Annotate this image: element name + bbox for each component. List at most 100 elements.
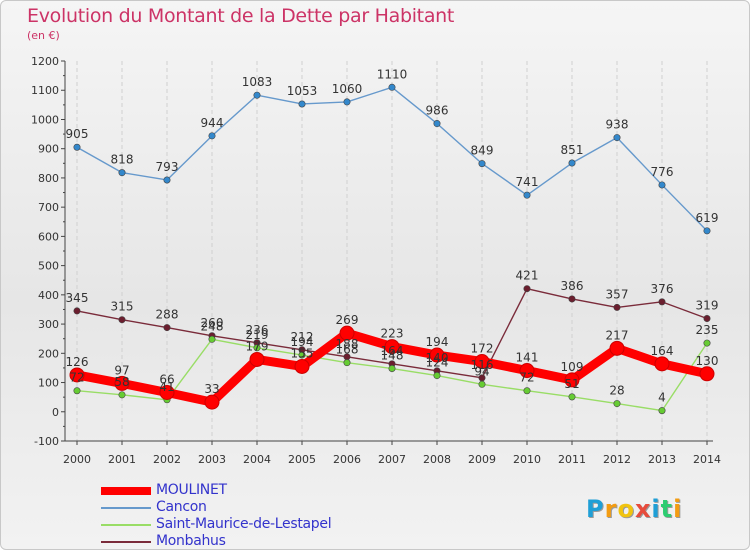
point-moulinet bbox=[429, 347, 445, 363]
x-tick-label: 2004 bbox=[243, 453, 271, 466]
data-label-cancon: 938 bbox=[606, 118, 629, 132]
point-monbahus bbox=[613, 303, 621, 311]
data-label-saint-maurice-de-lestapel: 4 bbox=[658, 391, 666, 405]
point-cancon bbox=[478, 160, 486, 168]
y-tick-label: -100 bbox=[34, 435, 59, 448]
y-tick-label: 300 bbox=[38, 318, 59, 331]
data-label-monbahus: 315 bbox=[111, 300, 134, 314]
point-monbahus bbox=[163, 324, 171, 332]
point-saint-maurice-de-lestapel bbox=[343, 359, 351, 367]
y-tick-label: 400 bbox=[38, 289, 59, 302]
data-label-monbahus: 236 bbox=[246, 323, 269, 337]
point-monbahus bbox=[658, 298, 666, 306]
y-tick-label: 800 bbox=[38, 172, 59, 185]
legend-swatch-monbahus bbox=[101, 541, 151, 543]
point-cancon bbox=[208, 132, 216, 140]
point-moulinet bbox=[294, 358, 310, 374]
data-label-monbahus: 212 bbox=[291, 330, 314, 344]
data-label-cancon: 1110 bbox=[377, 67, 408, 81]
data-label-saint-maurice-de-lestapel: 94 bbox=[474, 364, 489, 378]
point-cancon bbox=[388, 83, 396, 91]
data-label-cancon: 818 bbox=[111, 153, 134, 167]
point-moulinet bbox=[654, 356, 670, 372]
data-label-monbahus: 386 bbox=[561, 279, 584, 293]
legend-swatch-saint-maurice-de-lestapel bbox=[101, 524, 151, 526]
point-moulinet bbox=[699, 366, 715, 382]
point-moulinet bbox=[69, 367, 85, 383]
point-monbahus bbox=[118, 316, 126, 324]
x-tick-label: 2003 bbox=[198, 453, 226, 466]
chart-title: Evolution du Montant de la Dette par Hab… bbox=[27, 5, 455, 27]
legend-swatch-cancon bbox=[101, 507, 151, 509]
legend-label-moulinet: MOULINET bbox=[156, 482, 227, 498]
point-moulinet bbox=[609, 340, 625, 356]
point-cancon bbox=[118, 169, 126, 177]
point-cancon bbox=[658, 181, 666, 189]
y-tick-label: 500 bbox=[38, 260, 59, 273]
point-saint-maurice-de-lestapel bbox=[523, 387, 531, 395]
point-monbahus bbox=[703, 315, 711, 323]
point-cancon bbox=[433, 120, 441, 128]
point-cancon bbox=[703, 227, 711, 235]
logo-letter: x bbox=[634, 495, 652, 523]
data-label-saint-maurice-de-lestapel: 248 bbox=[201, 319, 224, 333]
data-label-monbahus: 188 bbox=[336, 337, 359, 351]
legend-label-cancon: Cancon bbox=[156, 499, 207, 515]
data-label-moulinet: 269 bbox=[336, 313, 359, 327]
data-label-saint-maurice-de-lestapel: 72 bbox=[519, 371, 534, 385]
point-saint-maurice-de-lestapel bbox=[433, 372, 441, 380]
logo-letter: o bbox=[617, 495, 635, 523]
y-tick-label: 1000 bbox=[31, 113, 59, 126]
point-cancon bbox=[163, 176, 171, 184]
data-label-saint-maurice-de-lestapel: 28 bbox=[609, 384, 624, 398]
point-monbahus bbox=[523, 285, 531, 293]
point-cancon bbox=[568, 159, 576, 167]
data-label-moulinet: 172 bbox=[471, 341, 494, 355]
data-label-moulinet: 164 bbox=[651, 344, 674, 358]
data-label-monbahus: 260 bbox=[201, 316, 224, 330]
point-moulinet bbox=[474, 353, 490, 369]
data-label-moulinet: 155 bbox=[291, 346, 314, 360]
data-label-saint-maurice-de-lestapel: 235 bbox=[696, 323, 719, 337]
point-monbahus bbox=[568, 295, 576, 303]
logo-letter: t bbox=[660, 495, 674, 523]
data-label-cancon: 851 bbox=[561, 143, 584, 157]
data-label-monbahus: 345 bbox=[66, 291, 89, 305]
point-saint-maurice-de-lestapel bbox=[568, 393, 576, 401]
point-saint-maurice-de-lestapel bbox=[613, 400, 621, 408]
y-tick-label: 700 bbox=[38, 201, 59, 214]
x-tick-label: 2009 bbox=[468, 453, 496, 466]
y-tick-label: 900 bbox=[38, 143, 59, 156]
y-tick-label: 100 bbox=[38, 377, 59, 390]
y-tick-label: 600 bbox=[38, 230, 59, 243]
data-label-monbahus: 116 bbox=[471, 358, 494, 372]
data-label-monbahus: 376 bbox=[651, 282, 674, 296]
point-saint-maurice-de-lestapel bbox=[703, 339, 711, 347]
point-saint-maurice-de-lestapel bbox=[478, 380, 486, 388]
legend-swatch-moulinet bbox=[101, 487, 151, 495]
point-moulinet bbox=[564, 372, 580, 388]
data-label-cancon: 1083 bbox=[242, 75, 273, 89]
point-cancon bbox=[298, 100, 306, 108]
data-label-monbahus: 319 bbox=[696, 299, 719, 313]
point-moulinet bbox=[114, 375, 130, 391]
y-tick-label: 200 bbox=[38, 347, 59, 360]
data-label-moulinet: 66 bbox=[159, 372, 174, 386]
point-moulinet bbox=[384, 339, 400, 355]
point-moulinet bbox=[159, 384, 175, 400]
data-label-cancon: 741 bbox=[516, 175, 539, 189]
legend-label-monbahus: Monbahus bbox=[156, 533, 226, 549]
data-label-cancon: 1053 bbox=[287, 84, 318, 98]
data-label-monbahus: 421 bbox=[516, 269, 539, 283]
proxiti-logo: Proxiti bbox=[586, 495, 682, 523]
data-label-saint-maurice-de-lestapel: 72 bbox=[69, 371, 84, 385]
data-label-saint-maurice-de-lestapel: 58 bbox=[114, 375, 129, 389]
x-tick-label: 2010 bbox=[513, 453, 541, 466]
point-saint-maurice-de-lestapel bbox=[388, 365, 396, 373]
point-saint-maurice-de-lestapel bbox=[118, 391, 126, 399]
data-label-monbahus: 357 bbox=[606, 287, 629, 301]
data-label-moulinet: 194 bbox=[426, 335, 449, 349]
point-saint-maurice-de-lestapel bbox=[73, 387, 81, 395]
legend-label-saint-maurice-de-lestapel: Saint-Maurice-de-Lestapel bbox=[156, 516, 332, 532]
x-tick-label: 2007 bbox=[378, 453, 406, 466]
